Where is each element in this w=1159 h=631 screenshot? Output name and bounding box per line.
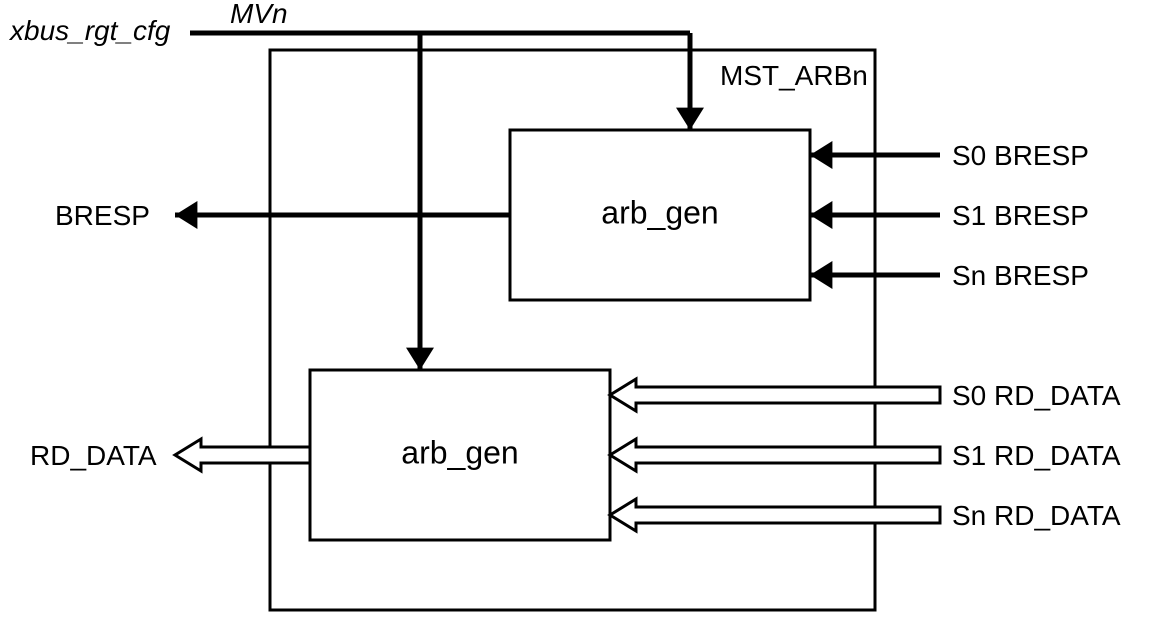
arrowhead-s1-bresp-in bbox=[810, 201, 832, 229]
outline-arrow-sn-rd-in bbox=[610, 499, 940, 531]
label-s1_bresp: S1 BRESP bbox=[952, 200, 1089, 231]
label-s1_rd_data: S1 RD_DATA bbox=[952, 440, 1121, 471]
label-xbus_rgt_cfg: xbus_rgt_cfg bbox=[8, 15, 171, 46]
outline-arrow-rd-data-out bbox=[175, 439, 310, 471]
arrowhead-bresp-out bbox=[175, 201, 197, 229]
arrowhead-sn-bresp-in bbox=[810, 261, 832, 289]
arb_gen_bot-label: arb_gen bbox=[401, 434, 518, 470]
label-sn_bresp: Sn BRESP bbox=[952, 260, 1089, 291]
label-mvn: MVn bbox=[230, 0, 288, 29]
label-mst_arbn: MST_ARBn bbox=[720, 60, 868, 91]
label-sn_rd_data: Sn RD_DATA bbox=[952, 500, 1121, 531]
outline-arrow-s1-rd-in bbox=[610, 439, 940, 471]
diagram-canvas: arb_gen arb_gen xbus_rgt_cfg MVn MST_ARBn BRE… bbox=[0, 0, 1159, 631]
arrowhead-mvn-to-top bbox=[676, 108, 704, 130]
label-rd_data: RD_DATA bbox=[30, 440, 157, 471]
arrowhead-s0-bresp-in bbox=[810, 141, 832, 169]
arb_gen_top-label: arb_gen bbox=[601, 194, 718, 230]
arrowhead-mvn-branch-down bbox=[406, 348, 434, 370]
label-bresp: BRESP bbox=[55, 200, 150, 231]
label-s0_bresp: S0 BRESP bbox=[952, 140, 1089, 171]
label-s0_rd_data: S0 RD_DATA bbox=[952, 380, 1121, 411]
outline-arrow-s0-rd-in bbox=[610, 379, 940, 411]
